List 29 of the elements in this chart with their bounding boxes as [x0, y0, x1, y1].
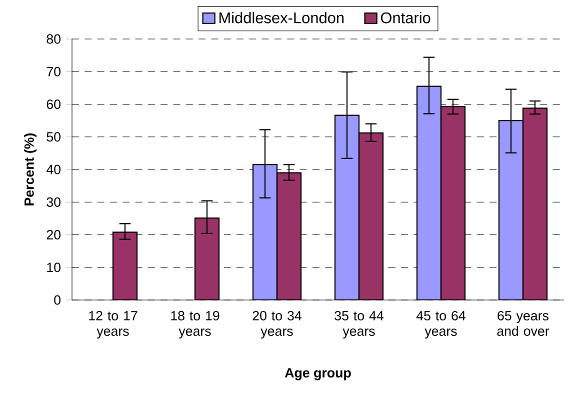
- y-tick-label: 80: [46, 34, 61, 44]
- y-tick-label: 0: [54, 295, 61, 305]
- y-tick-label: 40: [46, 164, 61, 174]
- legend-label: Middlesex-London: [219, 12, 344, 24]
- y-tick-label: 20: [46, 230, 61, 240]
- bar: [416, 86, 442, 300]
- bar: [276, 172, 302, 300]
- bar: [194, 218, 220, 300]
- x-tick-label: 65 years and over: [497, 310, 550, 336]
- bar: [498, 120, 524, 300]
- y-tick-label: 50: [46, 132, 61, 142]
- bar: [334, 114, 360, 300]
- bar: [440, 106, 466, 300]
- x-tick-label: 18 to 19 years: [171, 310, 220, 339]
- x-tick-label: 20 to 34 years: [252, 310, 302, 339]
- x-tick-label: 45 to 64 years: [416, 310, 466, 339]
- y-tick-label: 70: [46, 66, 61, 76]
- y-axis-title: Percent (%): [24, 133, 37, 206]
- y-tick-label: 30: [46, 197, 61, 207]
- bar: [112, 232, 138, 300]
- bar: [522, 108, 548, 300]
- y-tick-label: 60: [46, 100, 61, 109]
- x-tick-label: 35 to 44 years: [334, 310, 384, 339]
- legend-label: Ontario: [380, 12, 430, 24]
- y-tick-label: 10: [47, 262, 61, 272]
- bar: [252, 164, 278, 300]
- x-tick-label: 12 to 17 years: [89, 310, 138, 339]
- bar: [358, 132, 384, 300]
- x-axis-title: Age group: [284, 368, 351, 380]
